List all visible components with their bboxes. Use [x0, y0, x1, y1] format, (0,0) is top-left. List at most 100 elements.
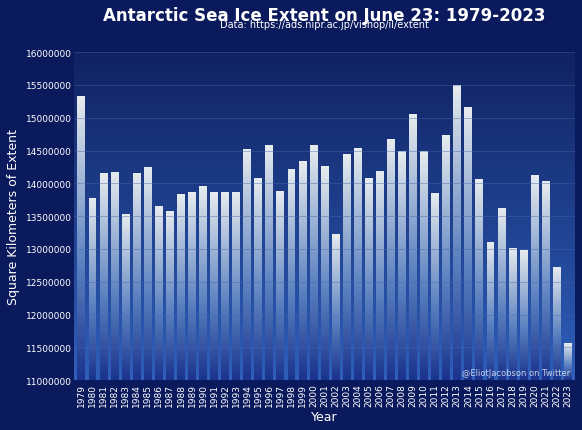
- Bar: [265, 226, 274, 227]
- Bar: [221, 321, 229, 322]
- Bar: [210, 320, 218, 321]
- Bar: [387, 162, 395, 163]
- Bar: [74, 168, 575, 169]
- Bar: [166, 242, 174, 243]
- Bar: [88, 225, 97, 226]
- Bar: [232, 332, 240, 333]
- Bar: [420, 239, 428, 240]
- Bar: [144, 209, 152, 210]
- Bar: [464, 373, 473, 375]
- Bar: [409, 370, 417, 372]
- Bar: [509, 292, 517, 293]
- Bar: [310, 316, 318, 318]
- Bar: [509, 367, 517, 368]
- Bar: [365, 249, 373, 250]
- Bar: [365, 199, 373, 200]
- Bar: [144, 338, 152, 339]
- Bar: [232, 315, 240, 316]
- Bar: [133, 303, 141, 304]
- Bar: [177, 230, 185, 231]
- Bar: [509, 339, 517, 340]
- Bar: [133, 371, 141, 372]
- Bar: [453, 311, 462, 313]
- Bar: [74, 249, 575, 251]
- Bar: [542, 241, 550, 243]
- Bar: [177, 319, 185, 321]
- Bar: [188, 310, 196, 311]
- Bar: [420, 377, 428, 379]
- Bar: [77, 301, 86, 303]
- Bar: [498, 341, 506, 342]
- Bar: [321, 191, 329, 193]
- Bar: [464, 320, 473, 322]
- Bar: [321, 318, 329, 319]
- Bar: [487, 355, 495, 356]
- Bar: [243, 273, 251, 274]
- Bar: [199, 233, 207, 234]
- Bar: [155, 324, 163, 325]
- Bar: [77, 280, 86, 282]
- Bar: [199, 317, 207, 318]
- Bar: [232, 333, 240, 334]
- Bar: [365, 252, 373, 254]
- Bar: [199, 273, 207, 274]
- Bar: [409, 251, 417, 253]
- Bar: [288, 228, 296, 230]
- Bar: [343, 365, 351, 367]
- Bar: [520, 323, 528, 324]
- Bar: [420, 333, 428, 335]
- Bar: [487, 357, 495, 358]
- Bar: [299, 284, 307, 286]
- Bar: [100, 174, 108, 175]
- Bar: [254, 349, 262, 351]
- Bar: [74, 179, 575, 181]
- Bar: [166, 276, 174, 278]
- Bar: [111, 272, 119, 273]
- Bar: [475, 246, 484, 247]
- Bar: [144, 356, 152, 357]
- Bar: [431, 209, 439, 210]
- Bar: [221, 328, 229, 329]
- Bar: [475, 375, 484, 376]
- Bar: [232, 319, 240, 320]
- Bar: [77, 308, 86, 310]
- Bar: [254, 282, 262, 283]
- Bar: [520, 315, 528, 316]
- Bar: [310, 271, 318, 273]
- Bar: [210, 236, 218, 237]
- Bar: [221, 333, 229, 334]
- Bar: [288, 175, 296, 177]
- Bar: [221, 227, 229, 229]
- Bar: [343, 235, 351, 236]
- Bar: [453, 351, 462, 353]
- Bar: [177, 243, 185, 244]
- Bar: [310, 363, 318, 365]
- Bar: [144, 299, 152, 301]
- Bar: [321, 242, 329, 244]
- Bar: [111, 338, 119, 340]
- Bar: [420, 322, 428, 324]
- Bar: [88, 326, 97, 327]
- Bar: [199, 230, 207, 232]
- Bar: [155, 296, 163, 297]
- Bar: [398, 374, 406, 376]
- Bar: [221, 343, 229, 344]
- Bar: [299, 338, 307, 339]
- Bar: [310, 279, 318, 280]
- Bar: [321, 328, 329, 329]
- Bar: [321, 283, 329, 285]
- Bar: [420, 280, 428, 281]
- Bar: [77, 140, 86, 142]
- Bar: [376, 309, 384, 310]
- Bar: [420, 339, 428, 341]
- Bar: [144, 318, 152, 319]
- Bar: [531, 237, 539, 239]
- Bar: [254, 326, 262, 328]
- Bar: [321, 352, 329, 353]
- Bar: [199, 198, 207, 200]
- Bar: [100, 358, 108, 359]
- Bar: [365, 196, 373, 197]
- Bar: [276, 330, 285, 331]
- Bar: [232, 256, 240, 258]
- Bar: [520, 333, 528, 334]
